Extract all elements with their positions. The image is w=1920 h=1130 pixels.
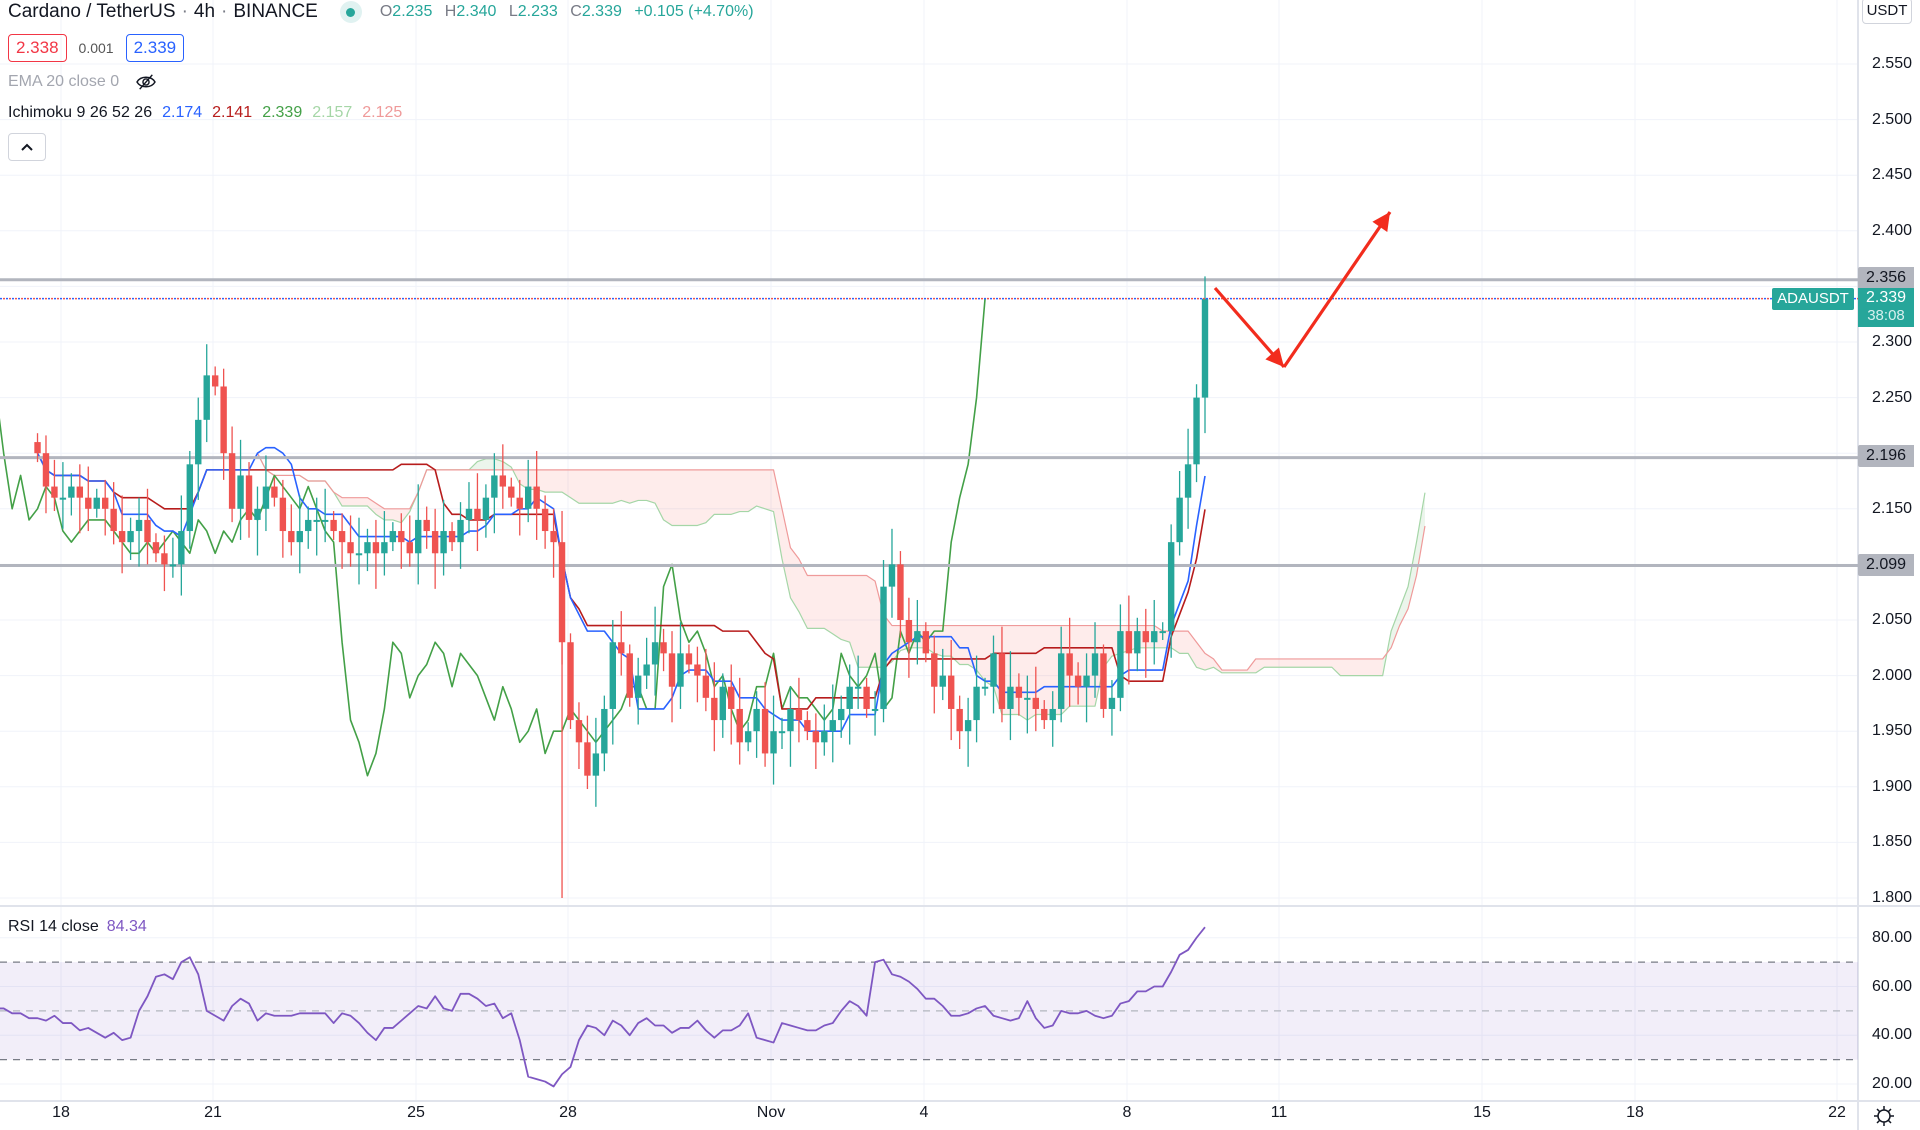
bid-ask-row: 2.338 0.001 2.339 bbox=[8, 33, 754, 63]
currency-button[interactable]: USDT bbox=[1862, 0, 1912, 24]
ohlc-values: O2.235 H2.340 L2.233 C2.339 +0.105 (+4.7… bbox=[379, 3, 754, 20]
ichimoku-legend[interactable]: Ichimoku 9 26 52 26 2.174 2.141 2.339 2.… bbox=[8, 104, 403, 121]
ichimoku-lagging-value: 2.339 bbox=[262, 104, 303, 121]
ichimoku-conversion-value: 2.174 bbox=[162, 104, 203, 121]
price-tick: 2.250 bbox=[1871, 388, 1912, 406]
price-tick: 2.450 bbox=[1871, 166, 1912, 184]
symbol-title-row: Cardano / TetherUS · 4h · BINANCE O2.235… bbox=[8, 1, 754, 23]
time-tick: 11 bbox=[1270, 1104, 1288, 1121]
time-tick: 18 bbox=[52, 1104, 70, 1121]
ichimoku-base-value: 2.141 bbox=[212, 104, 253, 121]
bar-countdown: 38:08 bbox=[1867, 307, 1905, 324]
spread-value: 0.001 bbox=[78, 40, 114, 56]
price-tick: 2.000 bbox=[1871, 666, 1912, 684]
time-tick: 18 bbox=[1626, 1104, 1644, 1121]
price-tick: 2.150 bbox=[1871, 499, 1912, 517]
time-tick: 21 bbox=[204, 1104, 222, 1121]
chart-legend: Cardano / TetherUS · 4h · BINANCE O2.235… bbox=[8, 0, 754, 161]
sell-price-button[interactable]: 2.338 bbox=[8, 34, 67, 62]
interval[interactable]: 4h bbox=[193, 1, 216, 22]
settings-gear-icon[interactable] bbox=[1873, 1105, 1895, 1127]
ema-legend[interactable]: EMA 20 close 0 bbox=[8, 70, 754, 94]
symbol-price-tag: ADAUSDT bbox=[1772, 288, 1854, 310]
exchange: BINANCE bbox=[233, 1, 318, 22]
symbol-name[interactable]: Cardano / TetherUS bbox=[8, 1, 176, 22]
time-tick: 15 bbox=[1473, 1104, 1491, 1121]
price-tick: 2.300 bbox=[1871, 333, 1912, 350]
ichimoku-spanB-value: 2.125 bbox=[362, 104, 403, 121]
chevron-up-icon bbox=[21, 143, 33, 151]
level-tag-mid: 2.196 bbox=[1858, 445, 1914, 467]
price-tick: 1.850 bbox=[1871, 833, 1912, 851]
last-price-tag: 2.339 38:08 bbox=[1858, 288, 1914, 327]
price-tick: 1.950 bbox=[1871, 722, 1912, 740]
rsi-tick: 80.00 bbox=[1871, 928, 1912, 946]
ichimoku-spanA-value: 2.157 bbox=[312, 104, 353, 121]
time-tick: 8 bbox=[1122, 1104, 1132, 1121]
time-tick: 4 bbox=[919, 1104, 929, 1121]
time-tick: 22 bbox=[1828, 1104, 1846, 1121]
price-tick: 2.400 bbox=[1871, 221, 1912, 239]
price-tick: 2.550 bbox=[1871, 55, 1912, 72]
market-status-icon[interactable] bbox=[339, 1, 362, 23]
collapse-legend-button[interactable] bbox=[8, 133, 46, 161]
price-tick: 1.800 bbox=[1871, 889, 1912, 906]
rsi-tick: 20.00 bbox=[1871, 1075, 1912, 1092]
level-tag-resistance: 2.356 bbox=[1858, 267, 1914, 289]
rsi-value: 84.34 bbox=[106, 918, 147, 935]
eye-off-icon[interactable] bbox=[135, 73, 157, 91]
price-tick: 2.500 bbox=[1871, 110, 1912, 128]
rsi-tick: 60.00 bbox=[1871, 977, 1912, 995]
time-tick: Nov bbox=[756, 1104, 786, 1121]
time-tick: 28 bbox=[559, 1104, 577, 1121]
price-change: +0.105 (+4.70%) bbox=[634, 3, 754, 20]
rsi-legend[interactable]: RSI 14 close 84.34 bbox=[8, 918, 147, 935]
price-tick: 2.050 bbox=[1871, 611, 1912, 628]
level-tag-support: 2.099 bbox=[1858, 554, 1914, 576]
buy-price-button[interactable]: 2.339 bbox=[125, 34, 185, 62]
rsi-tick: 40.00 bbox=[1871, 1026, 1912, 1044]
time-tick: 25 bbox=[407, 1104, 425, 1121]
price-tick: 1.900 bbox=[1871, 777, 1912, 795]
